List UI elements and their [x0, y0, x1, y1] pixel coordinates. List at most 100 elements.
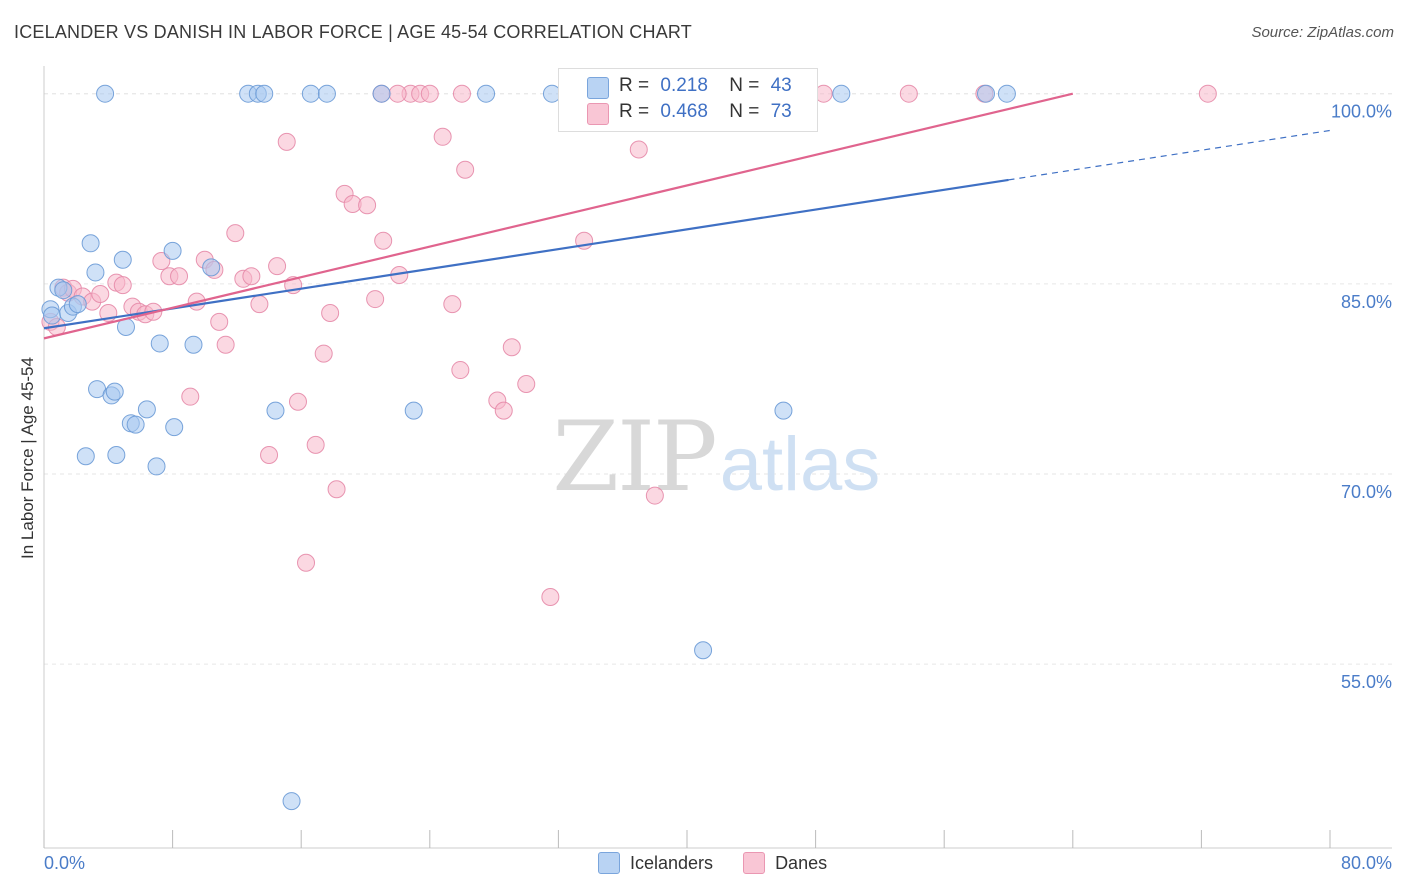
- icelander-point: [163, 241, 182, 260]
- legend-icelanders-swatch: [598, 852, 620, 874]
- icelander-point: [255, 84, 274, 103]
- icelander-point: [96, 84, 115, 103]
- icelander-point: [774, 401, 793, 420]
- source-label: Source: ZipAtlas.com: [1251, 24, 1394, 41]
- dane-point: [260, 446, 279, 464]
- icelanders-trend-extension: [1008, 129, 1331, 181]
- dane-point: [242, 267, 261, 286]
- icelander-point: [137, 400, 156, 419]
- dane-point: [277, 132, 296, 151]
- y-tick-label: 55.0%: [1341, 672, 1392, 692]
- y-tick-label: 100.0%: [1331, 102, 1392, 122]
- danes-swatch: [587, 103, 609, 125]
- watermark-zip: ZIP: [552, 401, 715, 513]
- axes: [43, 66, 1392, 849]
- dane-point: [443, 295, 462, 314]
- dane-point: [358, 196, 377, 215]
- dane-point: [629, 140, 648, 159]
- icelander-point: [150, 334, 169, 353]
- icelander-point: [86, 263, 105, 282]
- dane-point: [210, 312, 229, 331]
- dane-point: [456, 160, 475, 179]
- icelanders-n-value: 43: [770, 75, 792, 96]
- icelander-point: [404, 401, 423, 420]
- danes-n-value: 73: [770, 101, 792, 122]
- gridlines: [44, 93, 1392, 665]
- dane-point: [502, 338, 521, 357]
- dane-point: [517, 375, 536, 394]
- dane-point: [452, 84, 471, 103]
- icelanders-n-label: N =: [729, 75, 760, 96]
- legend-danes-swatch: [743, 852, 766, 874]
- dane-point: [314, 344, 333, 363]
- icelander-point: [147, 457, 166, 476]
- correlation-legend: R = 0.218 N = 43 R = 0.468 N = 73: [558, 68, 818, 132]
- icelander-point: [317, 84, 336, 103]
- dane-point: [645, 486, 664, 505]
- dane-point: [181, 387, 200, 406]
- legend-icelanders-label: Icelanders: [630, 852, 714, 873]
- legend-item-icelanders: Icelanders: [598, 852, 713, 874]
- y-tick-label: 70.0%: [1341, 482, 1392, 502]
- icelander-point: [107, 446, 126, 464]
- icelanders-swatch: [587, 77, 609, 99]
- dane-point: [366, 290, 385, 309]
- icelander-point: [184, 335, 203, 354]
- dane-point: [91, 284, 110, 303]
- dane-point: [420, 84, 439, 103]
- dane-point: [899, 84, 918, 103]
- icelander-point: [76, 447, 95, 466]
- icelander-point: [202, 258, 221, 277]
- dane-point: [113, 276, 132, 295]
- legend-danes-label: Danes: [775, 852, 828, 873]
- danes-trend-line: [43, 92, 1074, 340]
- danes-r-value: 0.468: [660, 101, 708, 122]
- dane-point: [297, 553, 316, 572]
- dane-point: [152, 252, 171, 271]
- x-tick-label-min: 0.0%: [44, 853, 85, 873]
- icelanders-r-label: R =: [619, 75, 650, 96]
- chart-title: ICELANDER VS DANISH IN LABOR FORCE | AGE…: [14, 22, 692, 42]
- watermark-atlas: atlas: [720, 422, 881, 507]
- icelander-point: [54, 281, 73, 300]
- dane-point: [327, 480, 346, 499]
- dane-point: [494, 401, 513, 420]
- dane-point: [268, 257, 287, 276]
- watermark: ZIP atlas: [552, 401, 880, 513]
- y-tick-label: 85.0%: [1341, 292, 1392, 312]
- dane-point: [541, 587, 560, 606]
- dane-point: [433, 127, 452, 146]
- icelander-point: [105, 382, 124, 401]
- dane-point: [288, 392, 307, 411]
- icelanders-trend-line: [43, 178, 1009, 330]
- dane-point: [321, 304, 340, 323]
- icelander-point: [43, 306, 62, 325]
- icelander-point: [477, 84, 496, 103]
- dane-point: [388, 84, 407, 103]
- icelander-point: [301, 84, 320, 103]
- dane-point: [170, 267, 189, 286]
- danes-r-label: R =: [619, 101, 650, 122]
- tick-labels: 100.0% 85.0% 70.0% 55.0% 0.0% 80.0%: [44, 102, 1392, 873]
- icelander-point: [81, 234, 100, 253]
- danes-n-label: N =: [729, 101, 760, 122]
- icelander-point: [113, 250, 132, 269]
- icelander-point: [68, 295, 87, 314]
- dane-point: [306, 435, 325, 454]
- trend-lines: [43, 92, 1331, 340]
- icelander-point: [976, 84, 995, 103]
- dane-point: [451, 361, 470, 380]
- icelander-point: [997, 84, 1016, 103]
- icelanders-r-value: 0.218: [660, 75, 708, 96]
- dane-point: [226, 224, 245, 243]
- icelander-point: [694, 641, 713, 660]
- icelander-point: [372, 84, 391, 103]
- dane-point: [216, 335, 235, 354]
- series-legend: Icelanders Danes: [598, 852, 857, 874]
- icelander-point: [832, 84, 851, 103]
- legend-item-danes: Danes: [743, 852, 827, 874]
- icelander-point: [266, 401, 285, 420]
- icelander-point: [165, 418, 184, 437]
- dane-point: [250, 295, 269, 314]
